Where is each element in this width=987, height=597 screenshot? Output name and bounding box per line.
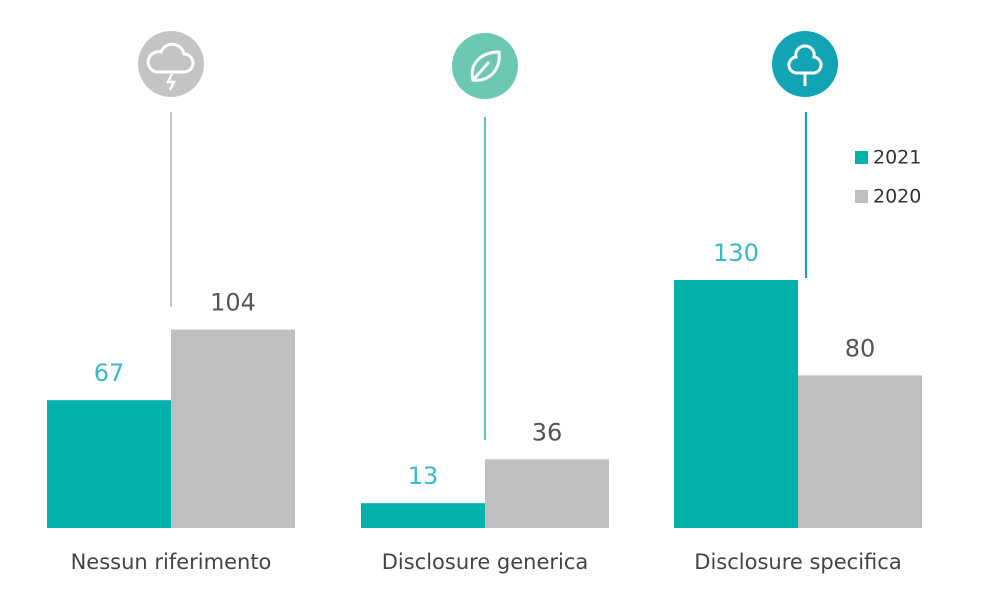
value-label: 67 — [94, 359, 125, 387]
legend-swatch — [855, 190, 868, 203]
value-label: 80 — [845, 334, 876, 362]
value-label: 130 — [713, 239, 759, 267]
bar — [485, 459, 609, 528]
icon-storm — [138, 31, 204, 307]
bar — [798, 375, 922, 528]
bar — [171, 329, 295, 528]
value-label: 104 — [210, 289, 256, 317]
x-tick-label: Nessun riferimento — [71, 550, 272, 574]
x-tick-label: Disclosure specifica — [694, 550, 901, 574]
bar — [361, 503, 485, 528]
legend-label: 2021 — [873, 147, 921, 169]
bar — [674, 280, 798, 528]
value-label: 13 — [408, 462, 439, 490]
value-label: 36 — [532, 418, 563, 446]
x-tick-label: Disclosure generica — [382, 550, 589, 574]
legend-swatch — [855, 151, 868, 164]
legend-label: 2020 — [873, 186, 921, 208]
icon-tree — [772, 31, 838, 278]
icon-leaf — [452, 33, 518, 440]
bar — [47, 400, 171, 528]
